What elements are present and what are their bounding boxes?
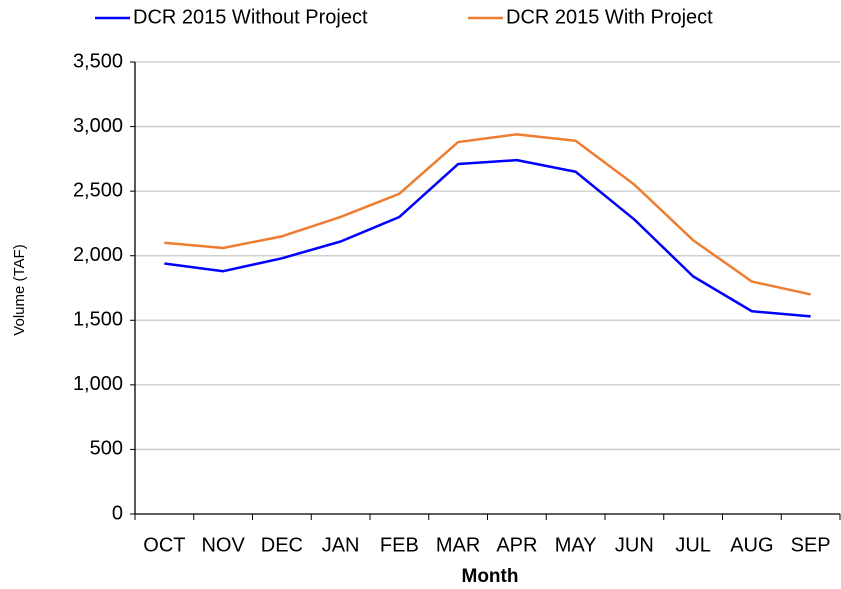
y-axis-label: Volume (TAF) — [11, 244, 28, 335]
y-tick-label: 3,500 — [73, 50, 123, 72]
y-tick-label: 2,000 — [73, 244, 123, 266]
x-tick-label: NOV — [201, 534, 245, 556]
x-tick-label: FEB — [380, 534, 419, 556]
x-tick-label: JAN — [322, 534, 360, 556]
y-tick-label: 500 — [90, 438, 123, 460]
series-line — [164, 133, 811, 296]
legend-label: DCR 2015 Without Project — [133, 6, 368, 28]
y-tick-label: 0 — [112, 502, 123, 524]
x-axis-label: Month — [462, 566, 519, 587]
x-tick-label: OCT — [143, 534, 185, 556]
y-tick-label: 2,500 — [73, 179, 123, 201]
x-tick-label: SEP — [791, 534, 831, 556]
x-tick-label: DEC — [261, 534, 303, 556]
y-tick-label: 1,000 — [73, 373, 123, 395]
legend-label: DCR 2015 With Project — [506, 6, 713, 28]
series-line — [164, 158, 811, 318]
x-tick-label: MAR — [436, 534, 480, 556]
x-tick-label: AUG — [730, 534, 773, 556]
x-tick-label: JUN — [615, 534, 654, 556]
x-tick-label: MAY — [555, 534, 597, 556]
y-tick-label: 3,000 — [73, 115, 123, 137]
y-tick-label: 1,500 — [73, 309, 123, 331]
x-tick-label: JUL — [675, 534, 711, 556]
x-tick-label: APR — [496, 534, 537, 556]
